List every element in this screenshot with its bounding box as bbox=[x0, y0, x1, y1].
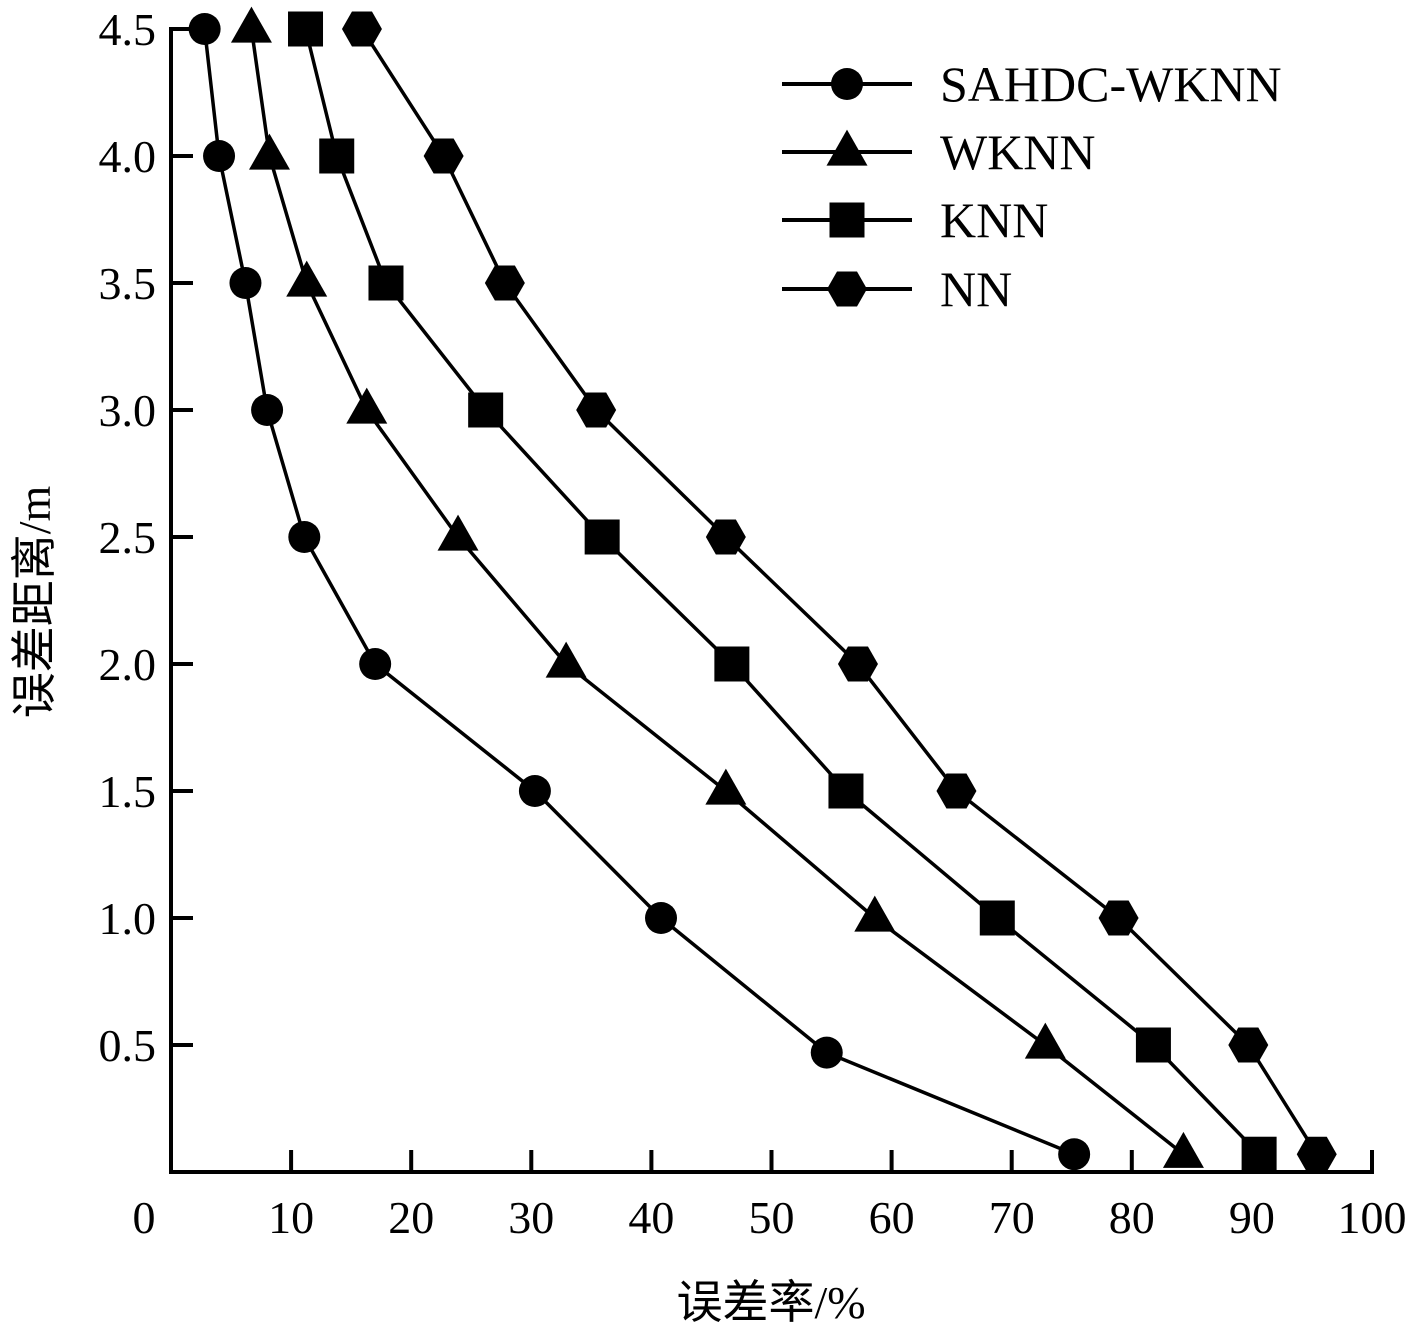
y-tick-label: 2.0 bbox=[99, 639, 157, 690]
series-line bbox=[303, 28, 1261, 1156]
hexagon-marker-icon bbox=[1098, 900, 1139, 936]
x-tick-label: 90 bbox=[1229, 1192, 1275, 1243]
y-tick-label: 2.5 bbox=[99, 512, 157, 563]
plot-series bbox=[188, 6, 1337, 1172]
triangle-marker-icon bbox=[1162, 1131, 1204, 1168]
series-sahdc-wknn bbox=[188, 13, 1091, 1171]
hexagon-marker-icon bbox=[837, 646, 878, 682]
hexagon-marker-icon bbox=[936, 773, 977, 809]
legend-item: KNN bbox=[782, 192, 1048, 248]
y-tick-label: 3.5 bbox=[99, 258, 157, 309]
x-tick-label: 0 bbox=[133, 1192, 156, 1243]
square-marker-icon bbox=[829, 202, 865, 238]
legend-label: KNN bbox=[940, 192, 1048, 248]
square-marker-icon bbox=[828, 773, 864, 809]
triangle-marker-icon bbox=[286, 260, 328, 297]
y-tick-label: 0.5 bbox=[99, 1020, 157, 1071]
triangle-marker-icon bbox=[826, 129, 868, 166]
hexagon-marker-icon bbox=[827, 271, 867, 307]
circle-marker-icon bbox=[203, 140, 236, 172]
x-axis-title: 误差率/% bbox=[676, 1277, 865, 1328]
triangle-marker-icon bbox=[248, 133, 290, 170]
square-marker-icon bbox=[368, 265, 404, 301]
series-wknn bbox=[230, 6, 1204, 1168]
hexagon-marker-icon bbox=[423, 138, 464, 174]
x-tick-label: 40 bbox=[628, 1192, 674, 1243]
x-tick-label: 80 bbox=[1109, 1192, 1155, 1243]
triangle-marker-icon bbox=[854, 895, 896, 932]
square-marker-icon bbox=[584, 519, 620, 555]
circle-marker-icon bbox=[359, 648, 392, 680]
legend-item: WKNN bbox=[782, 124, 1096, 180]
x-tick-label: 60 bbox=[869, 1192, 915, 1243]
y-tick-label: 3.0 bbox=[99, 385, 157, 436]
circle-marker-icon bbox=[645, 902, 678, 934]
hexagon-marker-icon bbox=[484, 265, 525, 301]
circle-marker-icon bbox=[1058, 1138, 1091, 1171]
series-knn bbox=[288, 11, 1277, 1172]
x-tick-label: 100 bbox=[1338, 1192, 1407, 1243]
square-marker-icon bbox=[714, 646, 750, 682]
triangle-marker-icon bbox=[346, 387, 388, 424]
circle-marker-icon bbox=[229, 267, 262, 299]
legend: SAHDC-WKNN WKNN KNN NN bbox=[782, 56, 1282, 317]
legend-label: NN bbox=[940, 261, 1012, 317]
square-marker-icon bbox=[1241, 1136, 1277, 1172]
triangle-marker-icon bbox=[437, 514, 479, 551]
square-marker-icon bbox=[468, 392, 504, 428]
x-tick-label: 10 bbox=[268, 1192, 314, 1243]
y-tick-label: 1.5 bbox=[99, 766, 157, 817]
circle-marker-icon bbox=[831, 68, 863, 100]
legend-label: SAHDC-WKNN bbox=[940, 56, 1282, 112]
hexagon-marker-icon bbox=[705, 519, 746, 555]
y-tick-label: 4.5 bbox=[99, 4, 157, 55]
y-axis-title: 误差距离/m bbox=[9, 486, 60, 719]
series-line bbox=[249, 28, 1185, 1156]
legend-item: NN bbox=[782, 261, 1012, 317]
square-marker-icon bbox=[288, 11, 324, 47]
triangle-marker-icon bbox=[705, 768, 747, 805]
axes: 0 10 20 30 40 50 60 70 80 90 100 0.5 1.0 1.5 2.0 2.5 3.0… bbox=[99, 4, 1407, 1243]
hexagon-marker-icon bbox=[1296, 1136, 1337, 1172]
y-tick-label: 4.0 bbox=[99, 131, 157, 182]
series-line bbox=[202, 28, 1075, 1156]
series-line bbox=[360, 28, 1319, 1156]
hexagon-marker-icon bbox=[1228, 1027, 1269, 1063]
x-tick-label: 70 bbox=[989, 1192, 1035, 1243]
triangle-marker-icon bbox=[545, 641, 587, 678]
circle-marker-icon bbox=[188, 13, 221, 45]
hexagon-marker-icon bbox=[341, 11, 382, 47]
y-tick-label: 1.0 bbox=[99, 893, 157, 944]
x-tick-label: 30 bbox=[508, 1192, 554, 1243]
circle-marker-icon bbox=[288, 521, 321, 553]
circle-marker-icon bbox=[810, 1036, 843, 1069]
axis-lines bbox=[169, 27, 1374, 1174]
hexagon-marker-icon bbox=[576, 392, 617, 428]
circle-marker-icon bbox=[251, 394, 284, 426]
triangle-marker-icon bbox=[230, 6, 272, 43]
series-nn bbox=[341, 11, 1337, 1172]
square-marker-icon bbox=[319, 138, 355, 174]
square-marker-icon bbox=[1135, 1027, 1171, 1063]
legend-item: SAHDC-WKNN bbox=[782, 56, 1282, 112]
square-marker-icon bbox=[979, 900, 1015, 936]
x-tick-label: 50 bbox=[749, 1192, 795, 1243]
x-tick-label: 20 bbox=[388, 1192, 434, 1243]
circle-marker-icon bbox=[518, 775, 551, 807]
triangle-marker-icon bbox=[1024, 1022, 1066, 1059]
legend-label: WKNN bbox=[940, 124, 1096, 180]
